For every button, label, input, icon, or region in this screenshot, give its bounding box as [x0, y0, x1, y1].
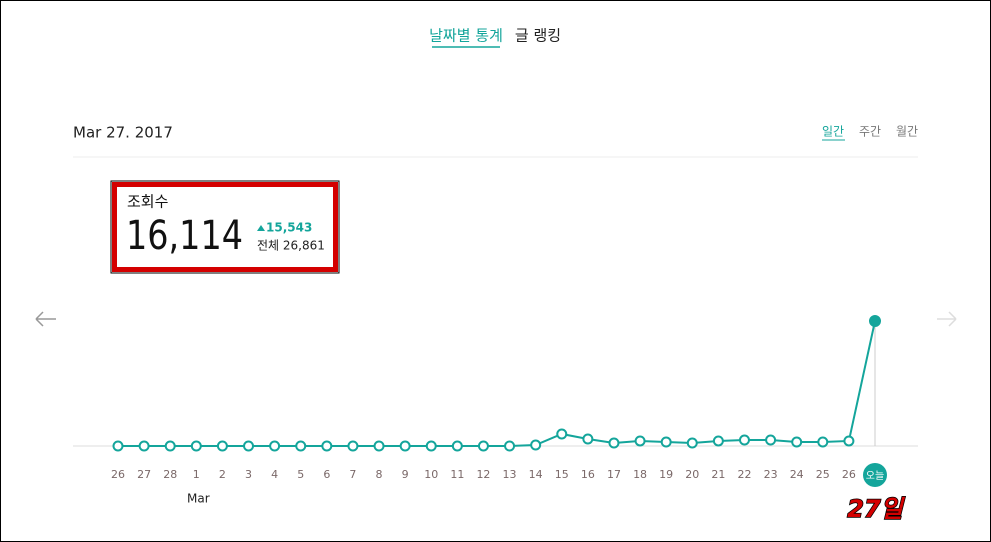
x-tick-label: 9 — [402, 468, 409, 481]
point — [190, 440, 202, 452]
point — [243, 440, 255, 452]
tab[interactable]: 글 랭킹 — [515, 27, 561, 45]
x-tick-label: 17 — [607, 468, 621, 481]
stat-label: 조회수 — [127, 193, 168, 211]
point — [504, 440, 516, 452]
point — [660, 436, 672, 448]
x-tick-label: 18 — [633, 468, 647, 481]
point — [582, 433, 594, 445]
point — [738, 434, 750, 446]
stat-change: 15,543 — [266, 221, 312, 235]
stat-box-highlight — [112, 182, 338, 272]
tab-active[interactable]: 날짜별 통계 — [429, 27, 503, 45]
point — [843, 435, 855, 447]
point — [608, 437, 620, 449]
point — [869, 315, 881, 327]
point — [321, 440, 333, 452]
point — [817, 436, 829, 448]
point — [295, 440, 307, 452]
period-tab-active[interactable]: 일간 — [822, 125, 844, 139]
period-tab[interactable]: 월간 — [896, 125, 918, 139]
annotation: 27일 — [847, 495, 905, 523]
x-tick-label: 11 — [450, 468, 464, 481]
x-tick-label: 28 — [163, 468, 177, 481]
stat-box-outline — [110, 180, 340, 274]
today-badge — [863, 463, 887, 487]
point — [530, 439, 542, 451]
stat-value: 16,114 — [126, 213, 243, 259]
month-label: Mar — [187, 492, 210, 506]
x-tick-label: 6 — [323, 468, 330, 481]
chart: 26 27 28 1 2 3 4 5 6 7 8 9 10 11 12 13 14 15 16 17 18 19 20 21 2… — [111, 315, 906, 524]
point — [425, 440, 437, 452]
point — [712, 435, 724, 447]
x-tick-label: 5 — [297, 468, 304, 481]
x-tick-label: 19 — [659, 468, 673, 481]
point — [347, 440, 359, 452]
point — [373, 440, 385, 452]
x-tick-label: 8 — [376, 468, 383, 481]
period-tab[interactable]: 주간 — [859, 125, 881, 139]
point — [765, 434, 777, 446]
x-tick-label: 4 — [271, 468, 278, 481]
x-tick-label: 12 — [476, 468, 490, 481]
x-tick-label: 22 — [737, 468, 751, 481]
point — [269, 440, 281, 452]
x-tick-label: 16 — [581, 468, 595, 481]
x-tick-label: 20 — [685, 468, 699, 481]
point — [164, 440, 176, 452]
x-tick-label: 14 — [529, 468, 543, 481]
point — [477, 440, 489, 452]
x-tick-label: 10 — [424, 468, 438, 481]
point — [451, 440, 463, 452]
prev-arrow[interactable] — [35, 311, 56, 327]
up-icon — [257, 225, 265, 231]
point — [138, 440, 150, 452]
point — [216, 440, 228, 452]
point — [791, 436, 803, 448]
x-tick-label: 2 — [219, 468, 226, 481]
x-tick-label: 26 — [842, 468, 856, 481]
x-tick-label: 3 — [245, 468, 252, 481]
date: Mar 27. 2017 — [73, 124, 173, 142]
x-tick-label: 13 — [503, 468, 517, 481]
x-tick-label: 25 — [816, 468, 830, 481]
x-tick-label: 24 — [790, 468, 804, 481]
x-tick-label: 26 — [111, 468, 125, 481]
x-tick-label: 15 — [555, 468, 569, 481]
point — [686, 437, 698, 449]
point — [112, 440, 124, 452]
x-tick-label: 21 — [711, 468, 725, 481]
x-tick-label: 7 — [349, 468, 356, 481]
x-tick-label: 27 — [137, 468, 151, 481]
point — [634, 435, 646, 447]
next-arrow[interactable] — [937, 311, 957, 327]
point — [556, 428, 568, 440]
stat-total: 전체 26,861 — [257, 239, 325, 253]
x-tick-label: 1 — [193, 468, 200, 481]
point — [399, 440, 411, 452]
x-tick-label: 23 — [764, 468, 778, 481]
x-tick-label: 오늘 — [866, 470, 884, 482]
